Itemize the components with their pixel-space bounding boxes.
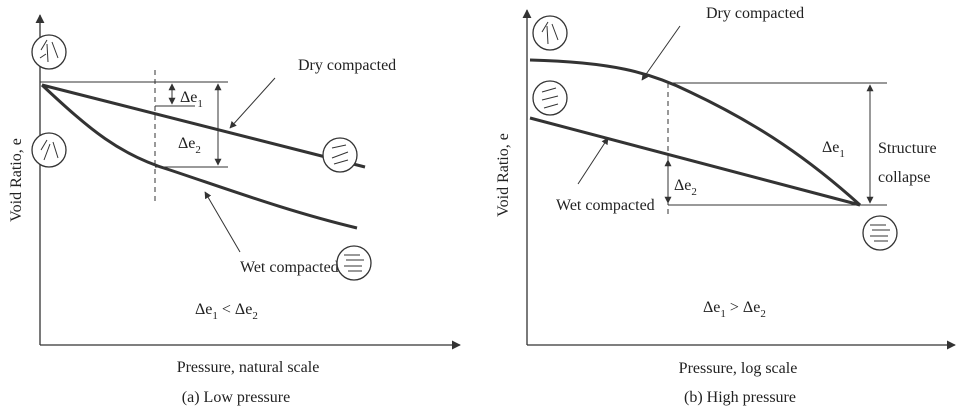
text-part: Δe <box>180 89 197 106</box>
soil-icon <box>31 34 372 281</box>
dry-curve <box>41 83 366 169</box>
relation: Δe1 < Δe2 <box>195 301 258 322</box>
dry-label: Dry compacted <box>706 5 804 22</box>
caption: (a) Low pressure <box>182 389 290 406</box>
text-part: 2 <box>760 308 766 320</box>
wet-label: Wet compacted <box>240 259 339 276</box>
text-part: Δe <box>195 301 212 318</box>
text-part: 1 <box>212 310 218 322</box>
panel-a: Δe1 Δe2 Dry compacted Wet compacted Δe1 … <box>8 14 461 406</box>
y-axis-label: Void Ratio, e <box>495 133 512 217</box>
y-axis-label: Void Ratio, e <box>8 138 25 222</box>
text-part: > Δe <box>726 299 760 316</box>
text-part: 1 <box>839 148 845 160</box>
dry-curve <box>529 58 862 207</box>
delta-label: Δe2 <box>674 177 697 198</box>
x-axis-label: Pressure, log scale <box>679 360 798 377</box>
text-part: 1 <box>197 98 203 110</box>
text-part: 1 <box>720 308 726 320</box>
wet-curve <box>529 116 861 207</box>
text-part: < Δe <box>218 301 252 318</box>
dry-label: Dry compacted <box>298 57 396 74</box>
text-part: Δe <box>703 299 720 316</box>
collapse-label: Structure <box>878 140 937 157</box>
relation: Δe1 > Δe2 <box>703 299 766 320</box>
wet-curve <box>40 83 358 230</box>
collapse-label: collapse <box>878 169 930 186</box>
pointer <box>577 137 609 185</box>
panel-b: Δe1 Δe2 Structure collapse Dry compacted… <box>495 5 956 406</box>
pointer <box>641 25 681 81</box>
text-part: Δe <box>178 135 195 152</box>
delta-label: Δe2 <box>178 135 201 156</box>
text-part: 2 <box>195 144 201 156</box>
pointer <box>204 191 241 253</box>
x-axis-label: Pressure, natural scale <box>177 359 320 376</box>
pointer <box>229 77 276 129</box>
delta-label: Δe1 <box>180 89 203 110</box>
delta-label: Δe1 <box>822 139 845 160</box>
text-part: 2 <box>691 186 697 198</box>
wet-label: Wet compacted <box>556 197 655 214</box>
caption: (b) High pressure <box>684 389 796 406</box>
text-part: Δe <box>674 177 691 194</box>
text-part: 2 <box>252 310 258 322</box>
text-part: Δe <box>822 139 839 156</box>
soil-icon <box>532 15 898 251</box>
